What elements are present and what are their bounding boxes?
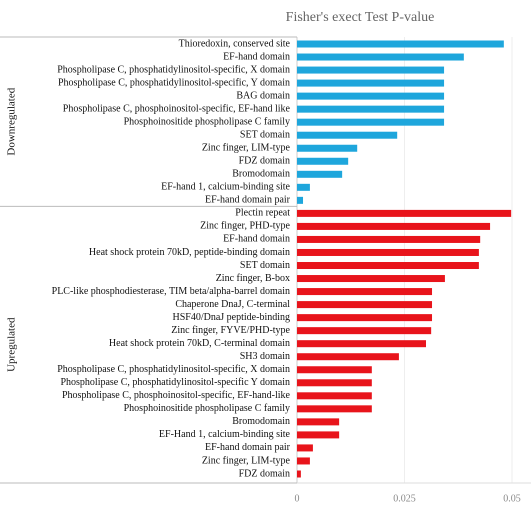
category-label: PLC-like phosphodiesterase, TIM beta/alp…	[52, 286, 290, 297]
category-label: SET domain	[240, 130, 290, 141]
bar	[297, 79, 445, 87]
category-label: Phosphoinositide phospholipase C family	[124, 116, 290, 127]
x-tick-label: 0	[295, 493, 300, 504]
bar	[297, 66, 445, 74]
bar	[297, 392, 372, 400]
bar	[297, 92, 445, 100]
bar	[297, 353, 399, 361]
bar	[297, 248, 479, 256]
bar	[297, 340, 426, 348]
bar	[297, 170, 343, 178]
category-label: Zinc finger, LIM-type	[202, 143, 291, 154]
category-label: FDZ domain	[239, 156, 290, 167]
category-label: Thioredoxin, conserved site	[179, 38, 291, 49]
category-label: Phospholipase C, phosphatidylinositol-sp…	[58, 77, 290, 88]
chart-title: Fisher's exect Test P-value	[286, 10, 435, 25]
category-label: EF-hand domain pair	[205, 195, 291, 206]
category-label: EF-hand domain	[223, 51, 290, 62]
category-label: BAG domain	[236, 90, 290, 101]
bar	[297, 235, 481, 243]
category-label: EF-Hand 1, calcium-binding site	[159, 429, 291, 440]
category-label: Heat shock protein 70kD, C-terminal doma…	[109, 338, 290, 349]
bar	[297, 288, 433, 296]
category-label: Phospholipase C, phosphoinositol-specifi…	[62, 390, 291, 401]
category-label: Phospholipase C, phosphatidylinositol-sp…	[60, 377, 290, 388]
bar	[297, 131, 398, 139]
bar	[297, 444, 313, 452]
category-label: SH3 domain	[240, 351, 290, 362]
category-label: Zinc finger, B-box	[216, 273, 290, 284]
category-label: Chaperone DnaJ, C-terminal	[175, 299, 290, 310]
bar	[297, 262, 479, 270]
bar	[297, 157, 349, 165]
x-tick-label: 0.025	[393, 493, 416, 504]
bar	[297, 196, 304, 204]
category-label: Zinc finger, FYVE/PHD-type	[171, 325, 290, 336]
bar	[297, 275, 445, 283]
category-label: HSF40/DnaJ peptide-binding	[173, 312, 291, 323]
group-label: Upregulated	[6, 317, 18, 372]
category-label: Bromodomain	[232, 169, 290, 180]
category-label: Phospholipase C, phosphatidylinositol-sp…	[57, 364, 290, 375]
bar	[297, 327, 432, 335]
bar	[297, 470, 301, 478]
category-label: EF-hand 1, calcium-binding site	[161, 182, 290, 193]
bar	[297, 40, 504, 48]
bar	[297, 418, 340, 426]
bar	[297, 405, 372, 413]
bar	[297, 457, 310, 465]
bar	[297, 118, 445, 126]
bar	[297, 183, 310, 191]
bar	[297, 209, 512, 217]
category-label: Phosphoinositide phospholipase C family	[124, 403, 290, 414]
bar	[297, 301, 433, 309]
category-label: SET domain	[240, 260, 290, 271]
x-tick-label: 0.05	[503, 493, 521, 504]
bar	[297, 314, 433, 322]
bar	[297, 222, 491, 230]
category-label: Heat shock protein 70kD, peptide-binding…	[89, 247, 290, 258]
group-label: Downregulated	[6, 87, 18, 155]
bar	[297, 431, 340, 439]
category-label: Plectin repeat	[235, 208, 290, 219]
bar	[297, 379, 372, 387]
bar	[297, 366, 372, 374]
category-label: Zinc finger, LIM-type	[202, 455, 291, 466]
category-label: Phospholipase C, phosphatidylinositol-sp…	[57, 64, 290, 75]
bar	[297, 105, 445, 113]
category-label: FDZ domain	[239, 468, 290, 479]
bar	[297, 53, 464, 61]
category-label: EF-hand domain	[223, 234, 290, 245]
category-label: Bromodomain	[232, 416, 290, 427]
category-label: EF-hand domain pair	[205, 442, 291, 453]
category-label: Phospholipase C, phosphoinositol-specifi…	[63, 103, 291, 114]
bar	[297, 144, 358, 152]
category-label: Zinc finger, PHD-type	[200, 221, 290, 232]
